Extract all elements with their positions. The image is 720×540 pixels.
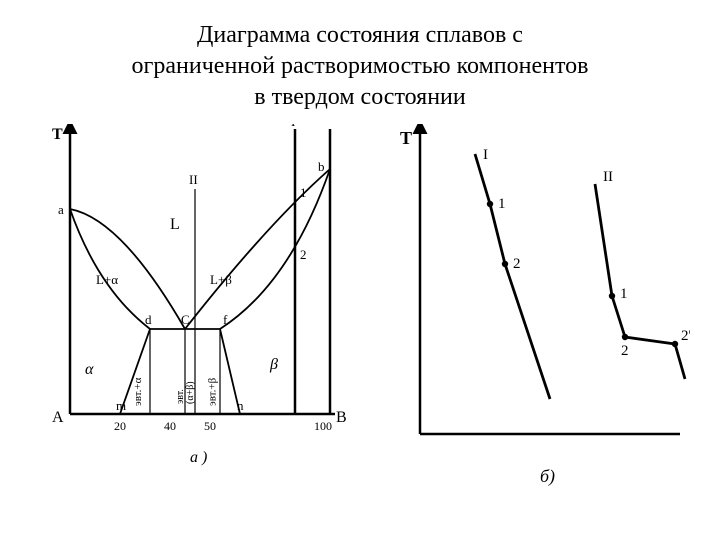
svg-text:1: 1 <box>620 286 628 302</box>
svg-text:б): б) <box>540 466 555 487</box>
svg-text:L+α: L+α <box>96 272 118 287</box>
svg-text:f: f <box>223 312 228 327</box>
svg-text:2: 2 <box>300 247 307 262</box>
svg-text:2: 2 <box>513 256 521 272</box>
phase-diagram-svg: TABabdCfmnIII12LL+αL+βαβэвт.+αэвт.+βэвт.… <box>30 124 360 504</box>
svg-text:эвт.(α+β): эвт.(α+β) <box>175 381 196 404</box>
svg-text:T: T <box>52 126 63 143</box>
svg-text:20: 20 <box>114 419 126 433</box>
title-line-1: Диаграмма состояния сплавов с <box>40 20 680 51</box>
svg-text:2': 2' <box>681 328 690 344</box>
svg-text:1: 1 <box>300 185 307 200</box>
svg-text:эвт.+α: эвт.+α <box>132 377 144 406</box>
svg-text:II: II <box>189 172 198 187</box>
svg-text:n: n <box>237 398 244 413</box>
svg-text:T: T <box>400 128 412 148</box>
diagram-title: Диаграмма состояния сплавов с ограниченн… <box>0 0 720 124</box>
svg-text:a: a <box>58 202 64 217</box>
svg-text:A: A <box>52 409 64 426</box>
svg-text:а ): а ) <box>190 449 207 466</box>
cooling-curves-svg: TIII12122'б) <box>390 124 690 504</box>
diagram-container: TABabdCfmnIII12LL+αL+βαβэвт.+αэвт.+βэвт.… <box>0 124 720 504</box>
svg-text:I: I <box>291 124 295 129</box>
title-line-3: в твердом состоянии <box>40 82 680 113</box>
svg-text:II: II <box>603 169 613 185</box>
svg-text:40: 40 <box>164 419 176 433</box>
title-line-2: ограниченной растворимостью компонентов <box>40 51 680 82</box>
svg-text:I: I <box>483 147 488 163</box>
svg-text:1: 1 <box>498 196 506 212</box>
svg-text:2: 2 <box>621 343 629 359</box>
svg-text:β: β <box>269 356 278 373</box>
svg-text:m: m <box>116 398 126 413</box>
svg-text:α: α <box>85 361 94 378</box>
svg-text:d: d <box>145 312 152 327</box>
svg-text:100: 100 <box>314 419 332 433</box>
svg-text:L+β: L+β <box>210 272 232 287</box>
svg-text:L: L <box>170 216 180 233</box>
svg-text:b: b <box>318 159 325 174</box>
svg-text:50: 50 <box>204 419 216 433</box>
svg-text:эвт.+β: эвт.+β <box>207 377 219 406</box>
svg-text:B: B <box>336 409 347 426</box>
svg-text:C: C <box>181 312 190 327</box>
